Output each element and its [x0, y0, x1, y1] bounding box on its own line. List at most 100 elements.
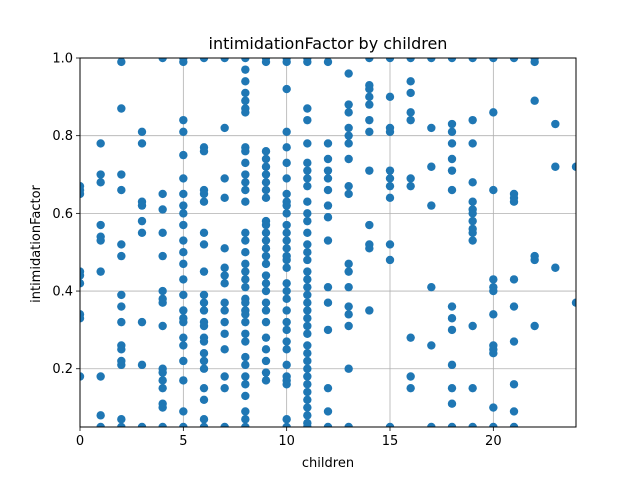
- data-point: [179, 150, 188, 160]
- data-point: [323, 282, 333, 292]
- data-point: [199, 306, 209, 315]
- data-point: [509, 302, 519, 311]
- data-point: [303, 422, 312, 427]
- data-point: [344, 100, 353, 109]
- data-point: [117, 345, 126, 354]
- data-point: [80, 279, 85, 288]
- data-point: [303, 372, 312, 381]
- data-point: [427, 422, 436, 427]
- data-point: [117, 58, 126, 67]
- data-point: [261, 185, 271, 195]
- data-point: [282, 422, 291, 427]
- data-point: [303, 174, 312, 183]
- data-point: [489, 349, 498, 358]
- data-point: [303, 321, 312, 331]
- data-point: [199, 422, 209, 427]
- data-point: [468, 139, 477, 148]
- data-point: [199, 383, 209, 393]
- data-point: [137, 216, 147, 226]
- data-point: [468, 321, 477, 331]
- data-point: [282, 345, 291, 354]
- data-point: [427, 341, 436, 350]
- data-point: [158, 383, 167, 393]
- data-point: [282, 236, 291, 245]
- data-point: [571, 298, 576, 307]
- data-point: [406, 181, 415, 191]
- data-point: [241, 352, 250, 362]
- data-point: [447, 58, 457, 63]
- data-point: [323, 407, 333, 416]
- data-point: [96, 267, 105, 276]
- data-point: [551, 263, 560, 272]
- data-point: [179, 201, 188, 210]
- data-point: [117, 290, 126, 300]
- data-point: [241, 329, 250, 338]
- data-point: [241, 372, 250, 381]
- data-point: [241, 147, 250, 156]
- data-point: [261, 147, 271, 156]
- data-points: [80, 58, 576, 427]
- data-point: [158, 228, 167, 237]
- y-tick-label: 0.4: [52, 285, 73, 300]
- data-point: [303, 139, 312, 148]
- data-point: [509, 380, 519, 389]
- data-point: [447, 185, 457, 195]
- data-point: [447, 127, 457, 136]
- data-point: [282, 209, 291, 218]
- data-point: [282, 174, 291, 183]
- data-point: [241, 77, 250, 86]
- data-point: [199, 58, 209, 63]
- data-point: [199, 290, 209, 300]
- data-point: [158, 189, 167, 199]
- data-point: [261, 356, 271, 366]
- data-point: [199, 228, 209, 237]
- data-point: [468, 209, 477, 218]
- data-point: [282, 325, 291, 335]
- data-point: [117, 240, 126, 249]
- data-point: [179, 248, 188, 257]
- data-point: [282, 380, 291, 389]
- data-point: [303, 364, 312, 373]
- data-point: [344, 189, 353, 199]
- data-point: [220, 329, 229, 338]
- data-point: [261, 376, 271, 385]
- data-point: [117, 251, 126, 261]
- data-point: [241, 275, 250, 284]
- data-point: [282, 263, 291, 272]
- data-point: [385, 58, 395, 63]
- data-point: [489, 185, 498, 195]
- data-point: [303, 255, 312, 265]
- data-point: [427, 162, 436, 171]
- data-point: [509, 58, 519, 63]
- data-point: [179, 290, 188, 300]
- y-tick-label: 0.6: [52, 207, 73, 222]
- data-point: [344, 131, 353, 140]
- data-point: [179, 422, 188, 427]
- y-axis-label: intimidationFactor: [29, 184, 44, 302]
- data-point: [468, 228, 477, 237]
- data-point: [282, 220, 291, 230]
- data-point: [406, 77, 415, 86]
- data-point: [323, 185, 333, 195]
- y-tick-label: 0.8: [52, 129, 73, 144]
- data-point: [179, 209, 188, 218]
- data-point: [282, 255, 291, 265]
- data-point: [509, 422, 519, 427]
- data-point: [303, 349, 312, 358]
- data-point: [344, 302, 353, 311]
- data-point: [261, 162, 271, 171]
- data-point: [261, 244, 271, 253]
- data-point: [530, 58, 539, 67]
- data-point: [323, 213, 333, 222]
- data-point: [241, 108, 250, 117]
- data-point: [179, 275, 188, 284]
- data-point: [385, 174, 395, 183]
- data-point: [261, 298, 271, 307]
- x-tick-label: 5: [179, 434, 187, 449]
- data-point: [96, 236, 105, 245]
- data-point: [117, 422, 126, 427]
- data-point: [261, 306, 271, 315]
- data-point: [199, 197, 209, 206]
- data-point: [179, 333, 188, 342]
- data-point: [179, 317, 188, 327]
